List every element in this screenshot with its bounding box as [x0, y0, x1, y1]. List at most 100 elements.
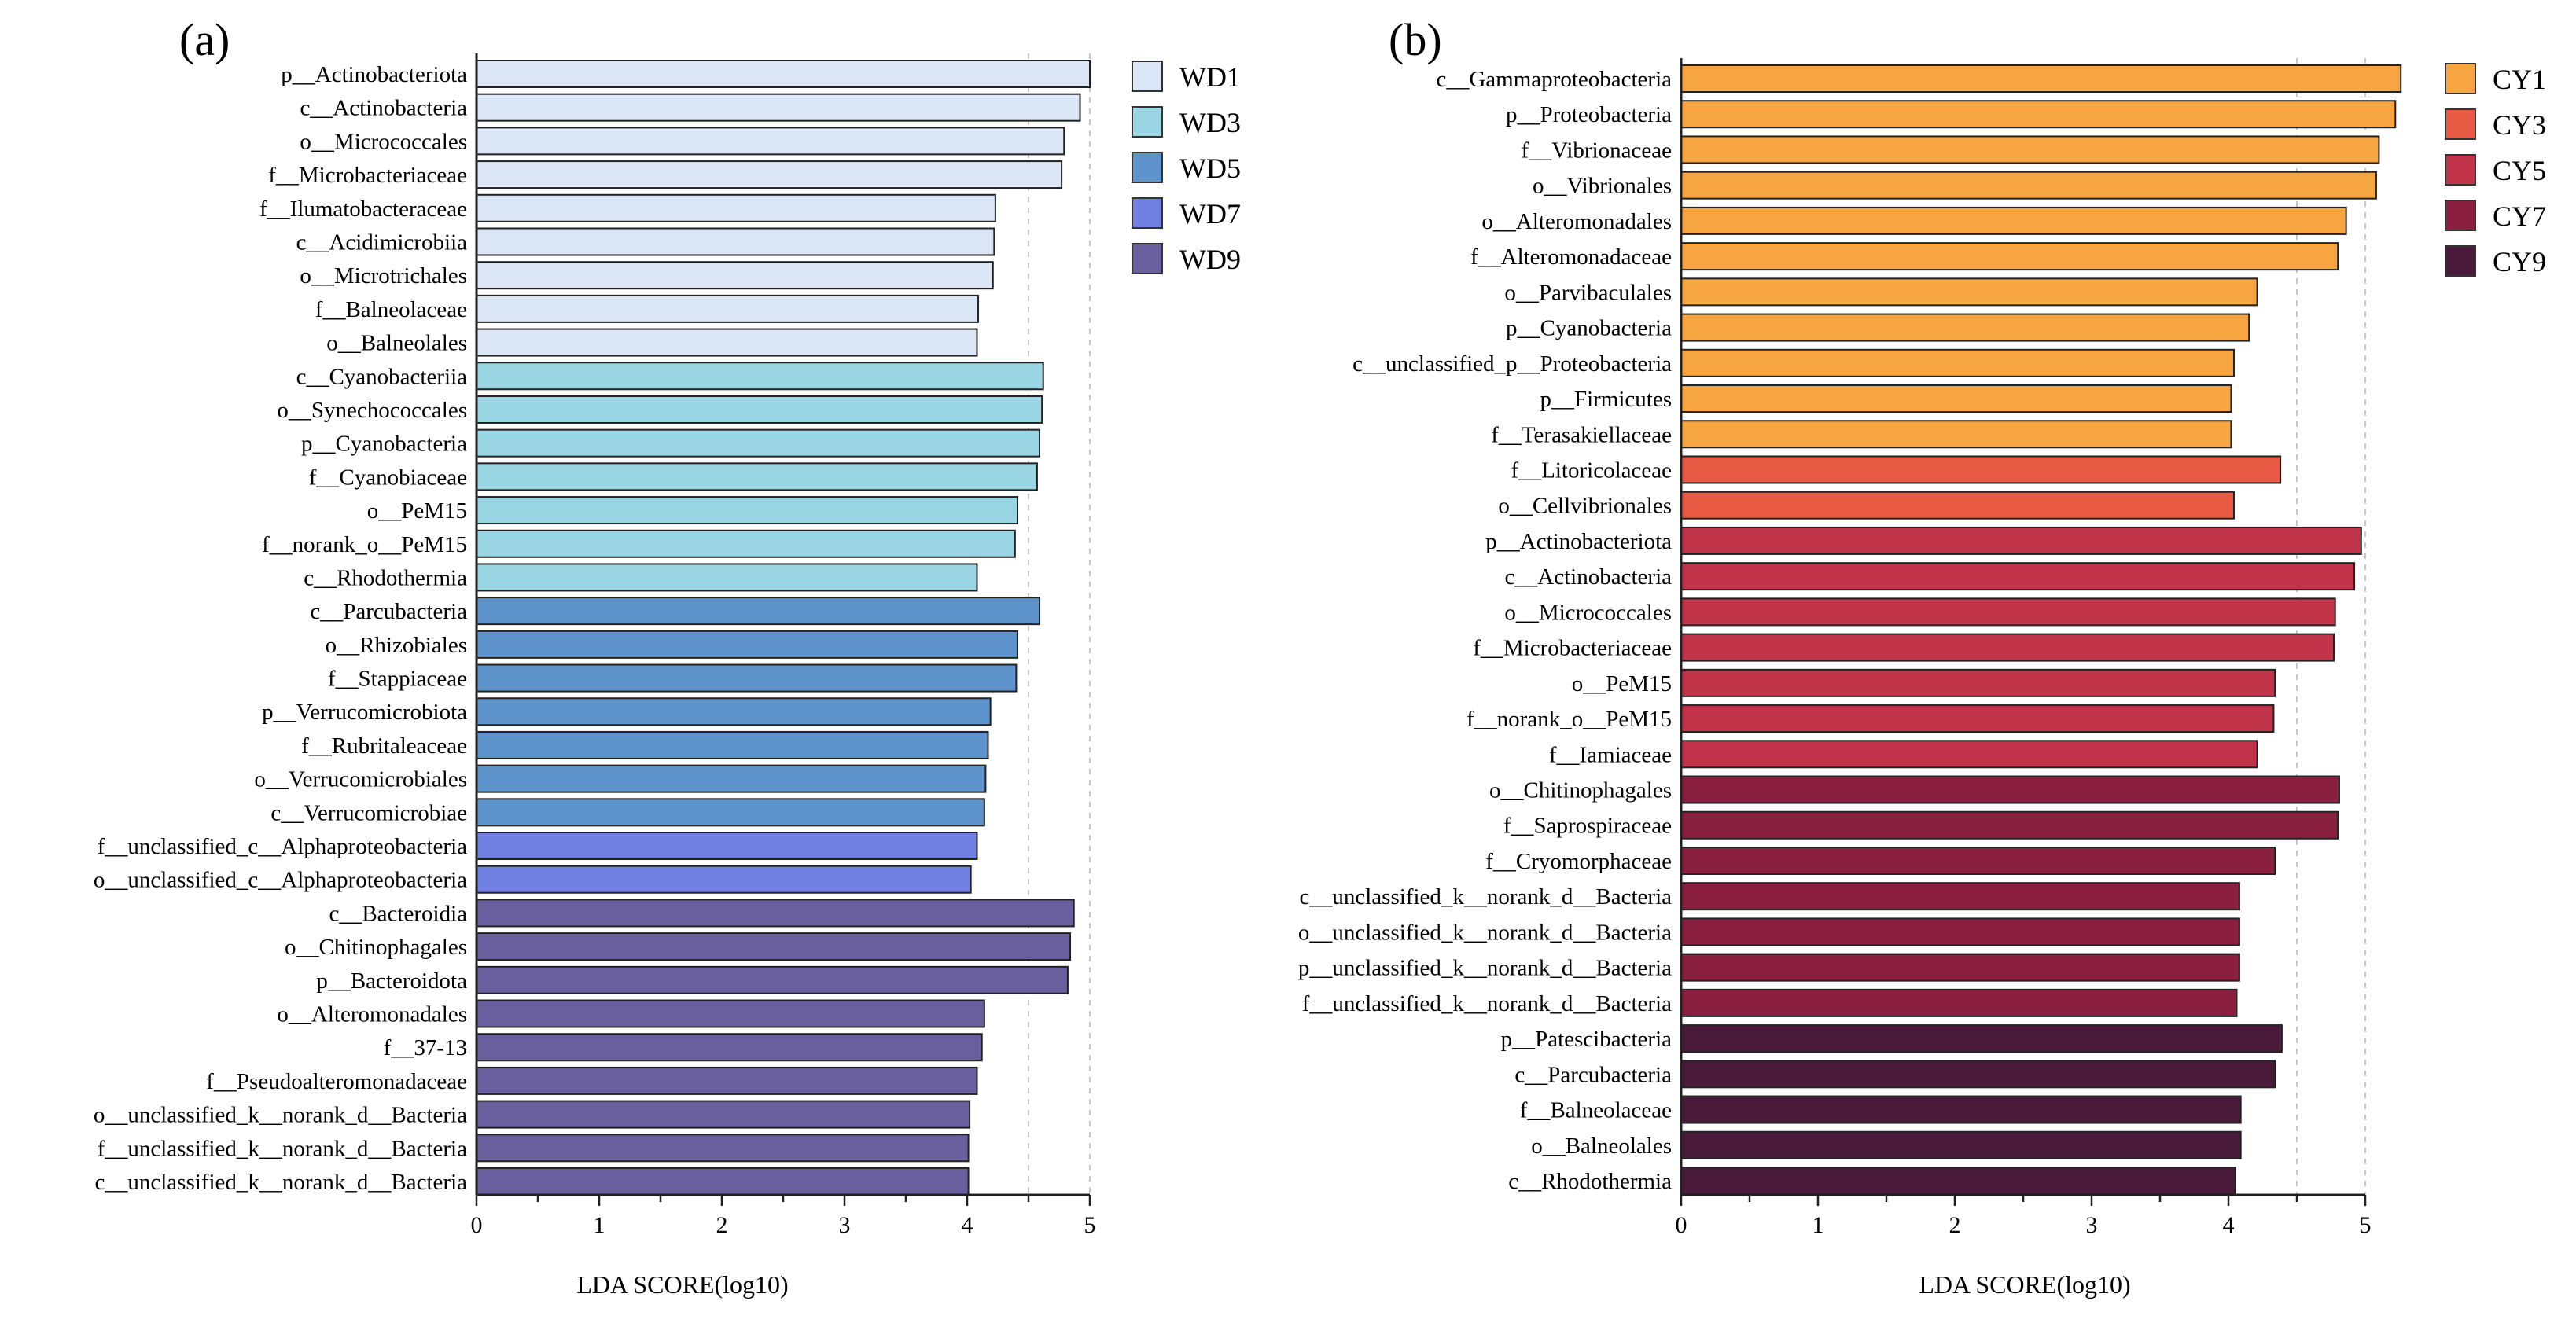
bar [476, 764, 987, 793]
bar-label: p__Actinobacteriota [1485, 529, 1672, 554]
bar-label: f__Alteromonadaceae [1470, 244, 1672, 270]
bar-label: f__Microbacteriaceae [268, 163, 467, 188]
bar [476, 127, 1065, 156]
bar-label: f__Rubritaleaceae [301, 733, 467, 759]
bar-label: c__Actinobacteria [1504, 564, 1672, 590]
bar [1680, 171, 2377, 200]
bar [476, 1033, 983, 1062]
bar-label: f__unclassified_k__norank_d__Bacteria [98, 1136, 467, 1161]
bar [1680, 668, 2276, 697]
bar [476, 462, 1038, 491]
bar-label: o__Balneolales [326, 331, 467, 356]
bar-label: p__Cyanobacteria [301, 432, 467, 457]
tick-label: 0 [471, 1212, 483, 1238]
bar-label: f__Terasakiellaceae [1491, 422, 1672, 447]
legend-swatch [1132, 243, 1163, 274]
bar [476, 865, 972, 894]
bar [1680, 277, 2258, 307]
bar [476, 529, 1016, 558]
bar-label: f__Cyanobiaceae [309, 465, 467, 490]
tick-label: 1 [1812, 1212, 1824, 1238]
bar [1680, 64, 2402, 93]
panel-label: (b) [1389, 14, 1442, 65]
bar [1680, 846, 2276, 875]
bar [476, 60, 1091, 88]
bar-label: f__Stappiaceae [328, 667, 467, 692]
bar-label: f__norank_o__PeM15 [1466, 707, 1672, 732]
bar [1680, 810, 2339, 840]
bar [1680, 775, 2340, 804]
bar [476, 1134, 970, 1163]
legend-swatch [2445, 108, 2476, 140]
bar [1680, 633, 2335, 662]
bar-label: o__unclassified_k__norank_d__Bacteria [1298, 920, 1672, 945]
bar [476, 1167, 970, 1196]
legend-swatch [2445, 63, 2476, 94]
bar [1680, 313, 2250, 342]
bar [476, 999, 985, 1028]
bar-label: o__Synechococcales [277, 398, 467, 423]
bar-label: p__unclassified_k__norank_d__Bacteria [1298, 956, 1672, 981]
bar [476, 899, 1075, 928]
bar [1680, 1024, 2283, 1053]
legend-swatch [1132, 106, 1163, 138]
bar-label: o__Alteromonadales [277, 1002, 467, 1027]
bar-label: p__Proteobacteria [1506, 102, 1672, 127]
bar [1680, 562, 2356, 591]
bar-label: f__Litoricolaceae [1511, 458, 1673, 483]
legend-swatch [1132, 152, 1163, 183]
bar-label: p__Verrucomicrobiota [262, 700, 467, 725]
panel-a: (a) p__Actinobacteriota c__Actinobacteriao… [94, 14, 1241, 1299]
bar-label: p__Patescibacteria [1501, 1027, 1673, 1052]
bar [476, 1066, 978, 1095]
x-axis-title: LDA SCORE(log10) [1919, 1270, 2130, 1299]
bar-label: p__Cyanobacteria [1506, 316, 1672, 341]
bar [1680, 740, 2258, 769]
bar [476, 261, 994, 290]
bar-label: o__Alteromonadales [1481, 209, 1672, 234]
bar-label: p__Actinobacteriota [281, 62, 467, 87]
bar-label: f__Ilumatobacteraceae [259, 197, 467, 222]
bar-label: p__Firmicutes [1540, 387, 1672, 412]
bar-label: f__Balneolaceae [315, 297, 467, 322]
bar [476, 428, 1041, 458]
legend-swatch [1132, 61, 1163, 92]
bar-label: c__Acidimicrobiia [296, 230, 468, 255]
legend-label: WD5 [1179, 153, 1241, 184]
tick-label: 0 [1676, 1212, 1687, 1238]
bar-label: f__Iamiaceae [1549, 742, 1672, 767]
bar-label: f__37-13 [384, 1035, 467, 1060]
bar-label: o__Micrococcales [300, 129, 467, 154]
tick-label: 4 [2223, 1212, 2235, 1238]
tick-label: 3 [2086, 1212, 2098, 1238]
legend-label: CY9 [2493, 246, 2546, 277]
legend-swatch [1132, 197, 1163, 229]
bar [476, 193, 996, 222]
bar [1680, 704, 2275, 733]
legend-label: CY7 [2493, 200, 2546, 232]
bar-label: c__Parcubacteria [310, 599, 467, 624]
panel-b: (b)c__Gammaproteobacteria p__Proteobacter… [1298, 14, 2546, 1299]
bar [1680, 1060, 2276, 1089]
bar [476, 932, 1072, 961]
legend-label: WD1 [1179, 61, 1241, 93]
bar [476, 965, 1069, 994]
legend-swatch [2445, 245, 2476, 277]
bar [1680, 206, 2347, 235]
bar-label: c__Cyanobacteriia [296, 364, 468, 389]
bar-label: c__unclassified_k__norank_d__Bacteria [1299, 884, 1672, 910]
bar-label: o__Microtrichales [300, 263, 467, 288]
bar [476, 1100, 971, 1129]
bar-label: o__Chitinophagales [1489, 778, 1672, 803]
panel-label: (a) [179, 14, 230, 65]
bar [476, 362, 1044, 391]
bar-label: f__Balneolaceae [1520, 1098, 1672, 1123]
bar [476, 697, 992, 726]
legend-label: CY5 [2493, 155, 2546, 186]
bar-label: o__Rhizobiales [326, 633, 467, 658]
bar-label: c__Rhodothermia [1508, 1169, 1672, 1194]
bar [476, 832, 978, 861]
tick-label: 1 [594, 1212, 605, 1238]
bar [476, 227, 995, 256]
bar-label: f__Microbacteriaceae [1473, 636, 1672, 661]
